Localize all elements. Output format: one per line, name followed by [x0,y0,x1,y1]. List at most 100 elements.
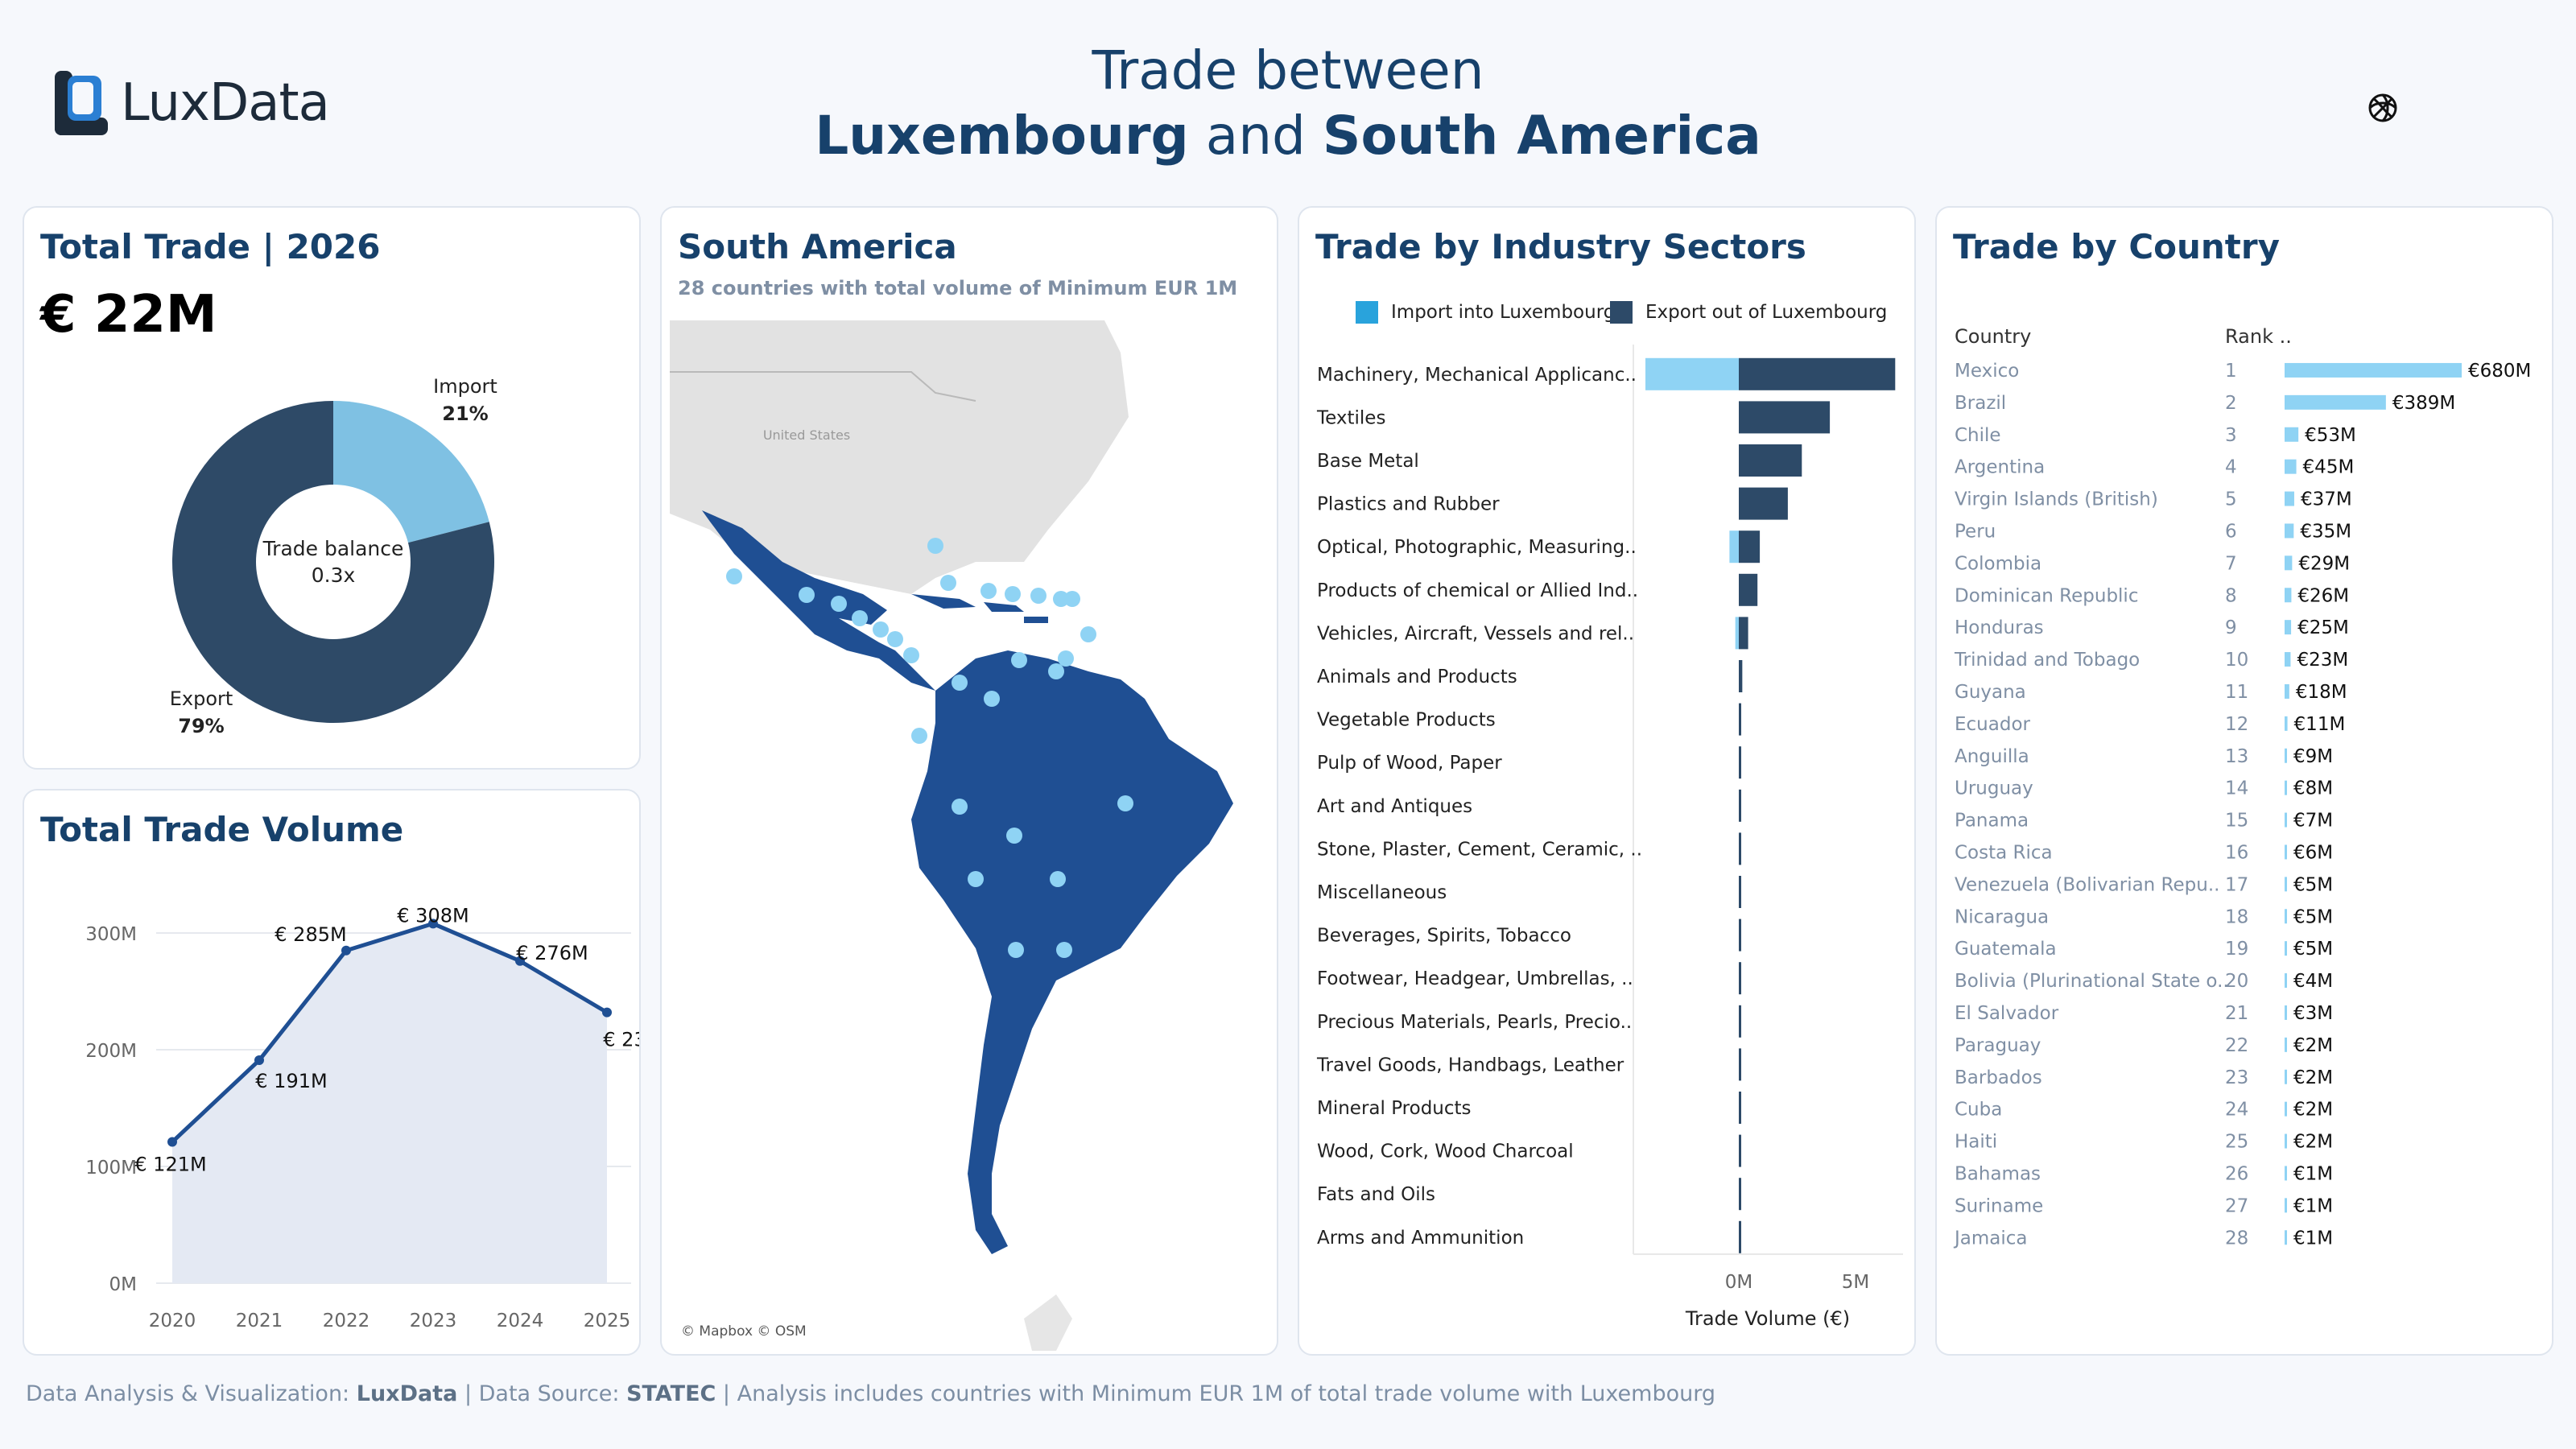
sector-export-bar[interactable] [1739,832,1741,865]
country-bar[interactable] [2285,877,2287,892]
sector-export-bar[interactable] [1739,660,1743,692]
map-dot-barbados[interactable] [1080,626,1096,642]
country-bar[interactable] [2285,1037,2287,1052]
country-bar[interactable] [2285,748,2287,763]
sector-export-bar[interactable] [1739,487,1788,520]
map-dot-costa-rica[interactable] [887,631,903,647]
sector-import-bar[interactable] [1645,357,1739,390]
country-bar[interactable] [2285,973,2287,989]
country-bar[interactable] [2285,1230,2287,1245]
map-dot-chile[interactable] [968,871,984,887]
country-name: Uruguay [1955,778,2033,799]
country-bar[interactable] [2285,1005,2287,1020]
map-dot-paraguay[interactable] [1050,871,1066,887]
sector-export-bar[interactable] [1739,1134,1741,1167]
page-title: Trade between Luxembourg and South Ameri… [0,39,2576,169]
map-dot-guatemala[interactable] [831,596,847,612]
country-bar[interactable] [2285,1133,2287,1149]
sector-export-bar[interactable] [1739,1092,1741,1124]
map-dot-anguilla[interactable] [1064,591,1080,607]
country-bar[interactable] [2285,1069,2287,1084]
data-point-2024[interactable] [515,956,525,966]
country-bar[interactable] [2285,555,2293,571]
south-america-map[interactable]: United States [670,320,1278,1356]
country-bar[interactable] [2285,394,2386,410]
map-dot-uruguay[interactable] [1056,942,1072,958]
map-dot-bahamas[interactable] [927,538,943,554]
sector-export-bar[interactable] [1739,573,1758,606]
sector-import-bar[interactable] [1735,617,1739,650]
sector-export-bar[interactable] [1739,401,1831,434]
sector-export-bar[interactable] [1739,617,1748,650]
map-dot-cuba[interactable] [940,575,956,591]
legend-export[interactable]: Export out of Luxembourg [1610,301,1887,324]
sector-export-bar[interactable] [1739,962,1741,995]
data-point-2022[interactable] [341,945,351,956]
sector-export-bar[interactable] [1739,1005,1741,1038]
legend-import[interactable]: Import into Luxembourg [1356,301,1615,324]
sector-export-bar[interactable] [1739,919,1741,952]
sector-export-bar[interactable] [1739,789,1741,822]
country-bar[interactable] [2285,909,2287,924]
country-bar-chart: Country Rank .. Mexico 1 €680M Brazil 2 €389M Ch… [1953,325,2531,1249]
sector-export-bar[interactable] [1739,1178,1741,1211]
sector-export-bar[interactable] [1739,746,1741,779]
country-bar[interactable] [2285,588,2292,603]
logo[interactable]: LuxData [52,71,330,135]
map-dot-suriname[interactable] [1048,663,1064,679]
country-name: Dominican Republic [1955,585,2138,606]
map-dot-el-salvador[interactable] [852,610,868,626]
data-point-2020[interactable] [167,1137,177,1147]
map-dot-nicaragua[interactable] [873,621,889,638]
map-dot-dominican-republic[interactable] [1030,588,1046,604]
map-dot-peru[interactable] [952,799,968,815]
country-bar[interactable] [2285,716,2288,731]
sector-export-bar[interactable] [1739,530,1761,564]
sector-export-bar[interactable] [1739,1220,1741,1253]
country-bar[interactable] [2285,523,2294,539]
country-bar[interactable] [2285,1101,2287,1117]
data-point-2025[interactable] [602,1007,612,1018]
map-dot-mexico[interactable] [726,568,742,584]
sparkle-icon[interactable] [2365,90,2401,126]
map-dot-guyana[interactable] [1011,652,1027,668]
sector-export-bar[interactable] [1739,703,1741,736]
country-bar[interactable] [2285,941,2287,956]
map-dot-bolivia[interactable] [1006,828,1022,844]
country-bar[interactable] [2285,844,2287,860]
country-bar[interactable] [2285,459,2297,474]
y-tick-label: 0M [109,1274,137,1295]
country-bar[interactable] [2285,652,2291,667]
sector-import-bar[interactable] [1729,530,1739,564]
country-bar[interactable] [2285,780,2287,795]
map-dot-brazil[interactable] [1117,795,1133,811]
map-dot-honduras[interactable] [799,587,815,603]
map-dot-colombia[interactable] [952,675,968,691]
country-bar[interactable] [2285,683,2289,699]
map-dot-argentina[interactable] [1008,942,1024,958]
map-dot-haiti[interactable] [1005,586,1021,602]
country-bar[interactable] [2285,491,2294,506]
sector-export-bar[interactable] [1739,876,1741,908]
title-line-2: Luxembourg and South America [0,103,2576,169]
country-bar[interactable] [2285,1198,2287,1213]
sector-label: Pulp of Wood, Paper [1317,753,1502,774]
country-bar[interactable] [2285,427,2299,442]
map-dot-venezuela[interactable] [984,691,1000,707]
sector-export-bar[interactable] [1739,444,1802,477]
data-point-2023[interactable] [428,919,438,929]
map-dot-virgin-islands[interactable] [1053,591,1069,607]
country-name: Paraguay [1955,1035,2041,1056]
country-bar[interactable] [2285,812,2287,828]
sector-export-bar[interactable] [1739,357,1896,390]
map-attribution[interactable]: © Mapbox © OSM [681,1323,807,1340]
sector-export-bar[interactable] [1739,1048,1741,1081]
country-bar[interactable] [2285,620,2292,635]
data-point-2021[interactable] [254,1055,264,1066]
country-bar[interactable] [2285,1166,2287,1181]
map-dot-ecuador[interactable] [911,728,927,744]
map-dot-panama[interactable] [903,647,919,663]
map-dot-jamaica[interactable] [980,583,997,599]
map-dot-trinidad[interactable] [1058,650,1074,667]
country-bar[interactable] [2285,362,2462,378]
